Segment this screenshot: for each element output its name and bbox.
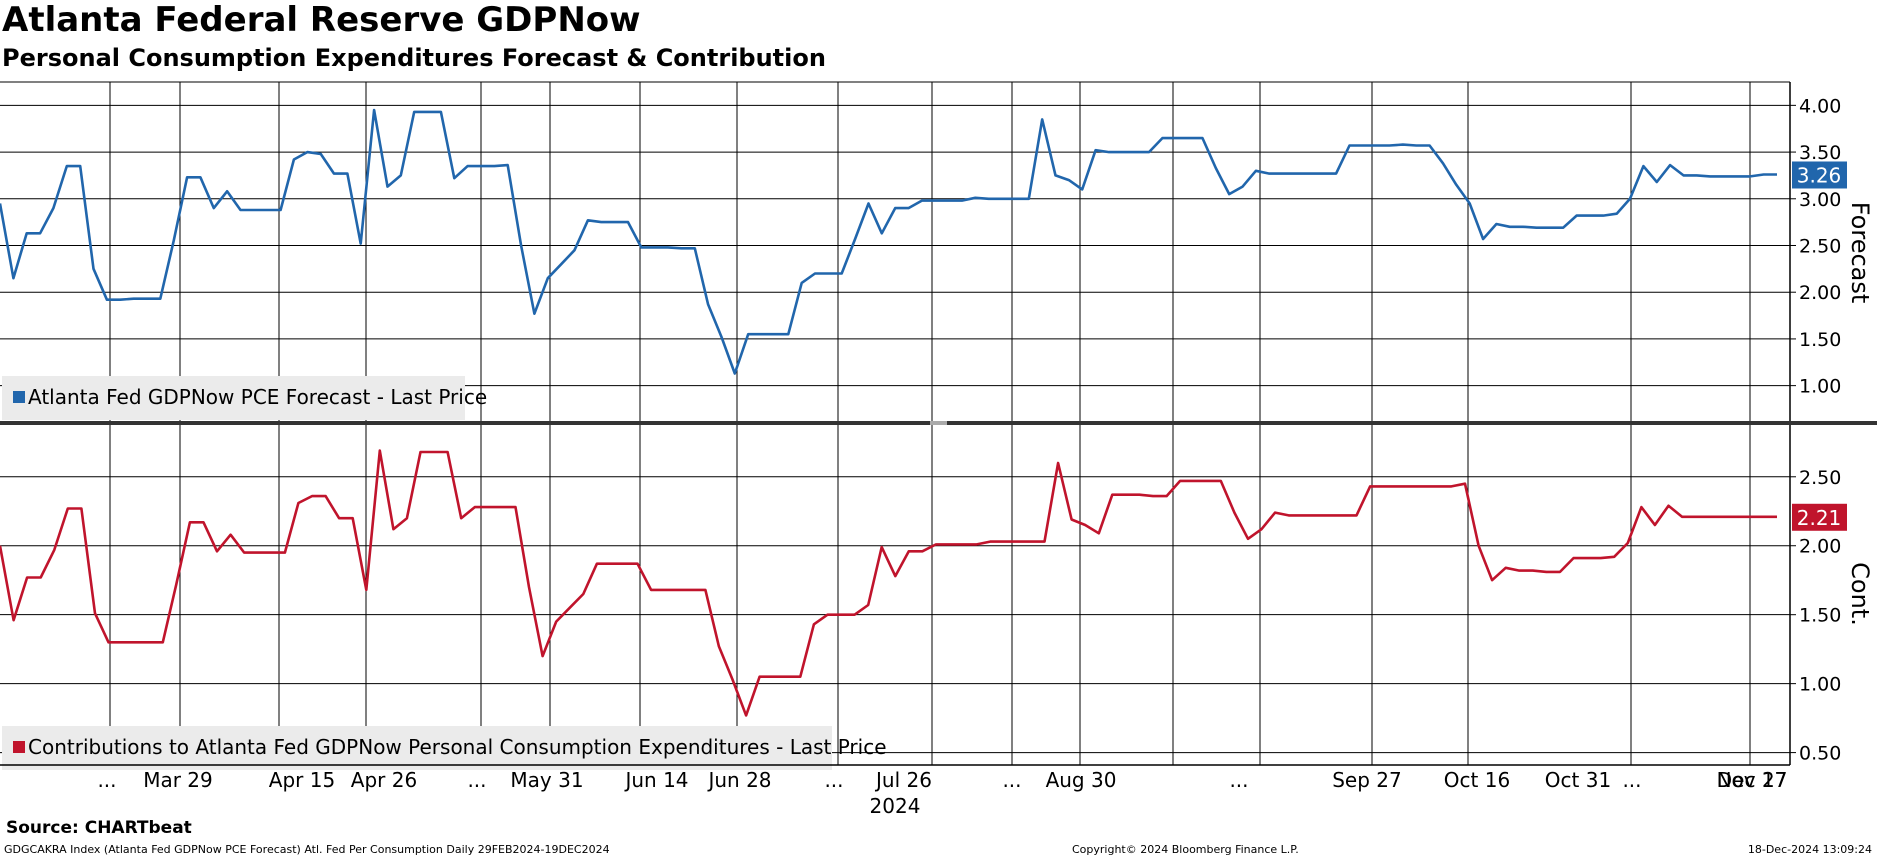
x-tick-label: ...	[1002, 768, 1021, 792]
legend-swatch	[13, 741, 25, 753]
y-tick-label: 1.00	[1799, 674, 1841, 696]
last-value-badge-forecast: 3.26	[1792, 161, 1847, 189]
x-tick-label: Oct 16	[1444, 768, 1510, 792]
last-value-label: 2.21	[1797, 506, 1842, 530]
legend-box	[2, 376, 465, 420]
x-tick-label: Jul 26	[874, 768, 932, 792]
x-tick-label: Sep 27	[1332, 768, 1402, 792]
y-tick-label: 2.00	[1799, 536, 1841, 558]
y-tick-label: 2.50	[1799, 467, 1841, 489]
y-axis-title: Cont.	[1846, 562, 1874, 626]
y-axis-title: Forecast	[1846, 202, 1874, 304]
y-tick-label: 1.50	[1799, 329, 1841, 351]
source-label: Source: CHARTbeat	[6, 818, 192, 838]
y-tick-label: 2.00	[1799, 282, 1841, 304]
series-line-contribution	[0, 449, 1777, 717]
legend-label: Contributions to Atlanta Fed GDPNow Pers…	[28, 735, 887, 759]
y-tick-label: 0.50	[1799, 743, 1841, 765]
legend-box	[2, 726, 832, 770]
x-tick-label: ...	[97, 768, 116, 792]
panel-resize-handle	[930, 421, 947, 425]
x-tick-label: ...	[467, 768, 486, 792]
y-tick-label: 1.00	[1799, 376, 1841, 398]
last-value-box	[1792, 503, 1847, 531]
x-year-label: 2024	[870, 794, 921, 818]
x-tick-label: Dec 17	[1717, 768, 1788, 792]
y-tick-label: 3.50	[1799, 142, 1841, 164]
last-value-box	[1792, 161, 1847, 189]
x-tick-label: ...	[1229, 768, 1248, 792]
y-tick-label: 4.00	[1799, 95, 1841, 117]
x-tick-label: Apr 26	[351, 768, 417, 792]
x-tick-label: Aug 30	[1046, 768, 1117, 792]
x-tick-label: Mar 29	[143, 768, 213, 792]
x-tick-label: Nov 27	[1717, 768, 1788, 792]
last-value-badge-contribution: 2.21	[1792, 503, 1847, 531]
series-line-forecast	[0, 108, 1777, 375]
y-tick-label: 3.00	[1799, 189, 1841, 211]
x-tick-label: Jun 28	[706, 768, 771, 792]
x-tick-label: Oct 31	[1545, 768, 1611, 792]
chart-title: Atlanta Federal Reserve GDPNow	[2, 0, 641, 40]
y-tick-label: 2.50	[1799, 235, 1841, 257]
legend-label: Atlanta Fed GDPNow PCE Forecast - Last P…	[28, 385, 487, 409]
legend-swatch	[13, 391, 25, 403]
x-tick-label: May 31	[510, 768, 583, 792]
y-tick-label: 1.50	[1799, 605, 1841, 627]
chart-subtitle: Personal Consumption Expenditures Foreca…	[2, 44, 826, 72]
copyright-notice: Copyright© 2024 Bloomberg Finance L.P.	[1072, 843, 1299, 856]
ticker-line: GDGCAKRA Index (Atlanta Fed GDPNow PCE F…	[4, 843, 610, 856]
x-tick-label: ...	[1622, 768, 1641, 792]
x-tick-label: Jun 14	[623, 768, 688, 792]
last-value-label: 3.26	[1797, 163, 1842, 187]
x-tick-label: Apr 15	[269, 768, 335, 792]
timestamp-label: 18-Dec-2024 13:09:24	[1747, 843, 1872, 856]
x-tick-label: ...	[824, 768, 843, 792]
